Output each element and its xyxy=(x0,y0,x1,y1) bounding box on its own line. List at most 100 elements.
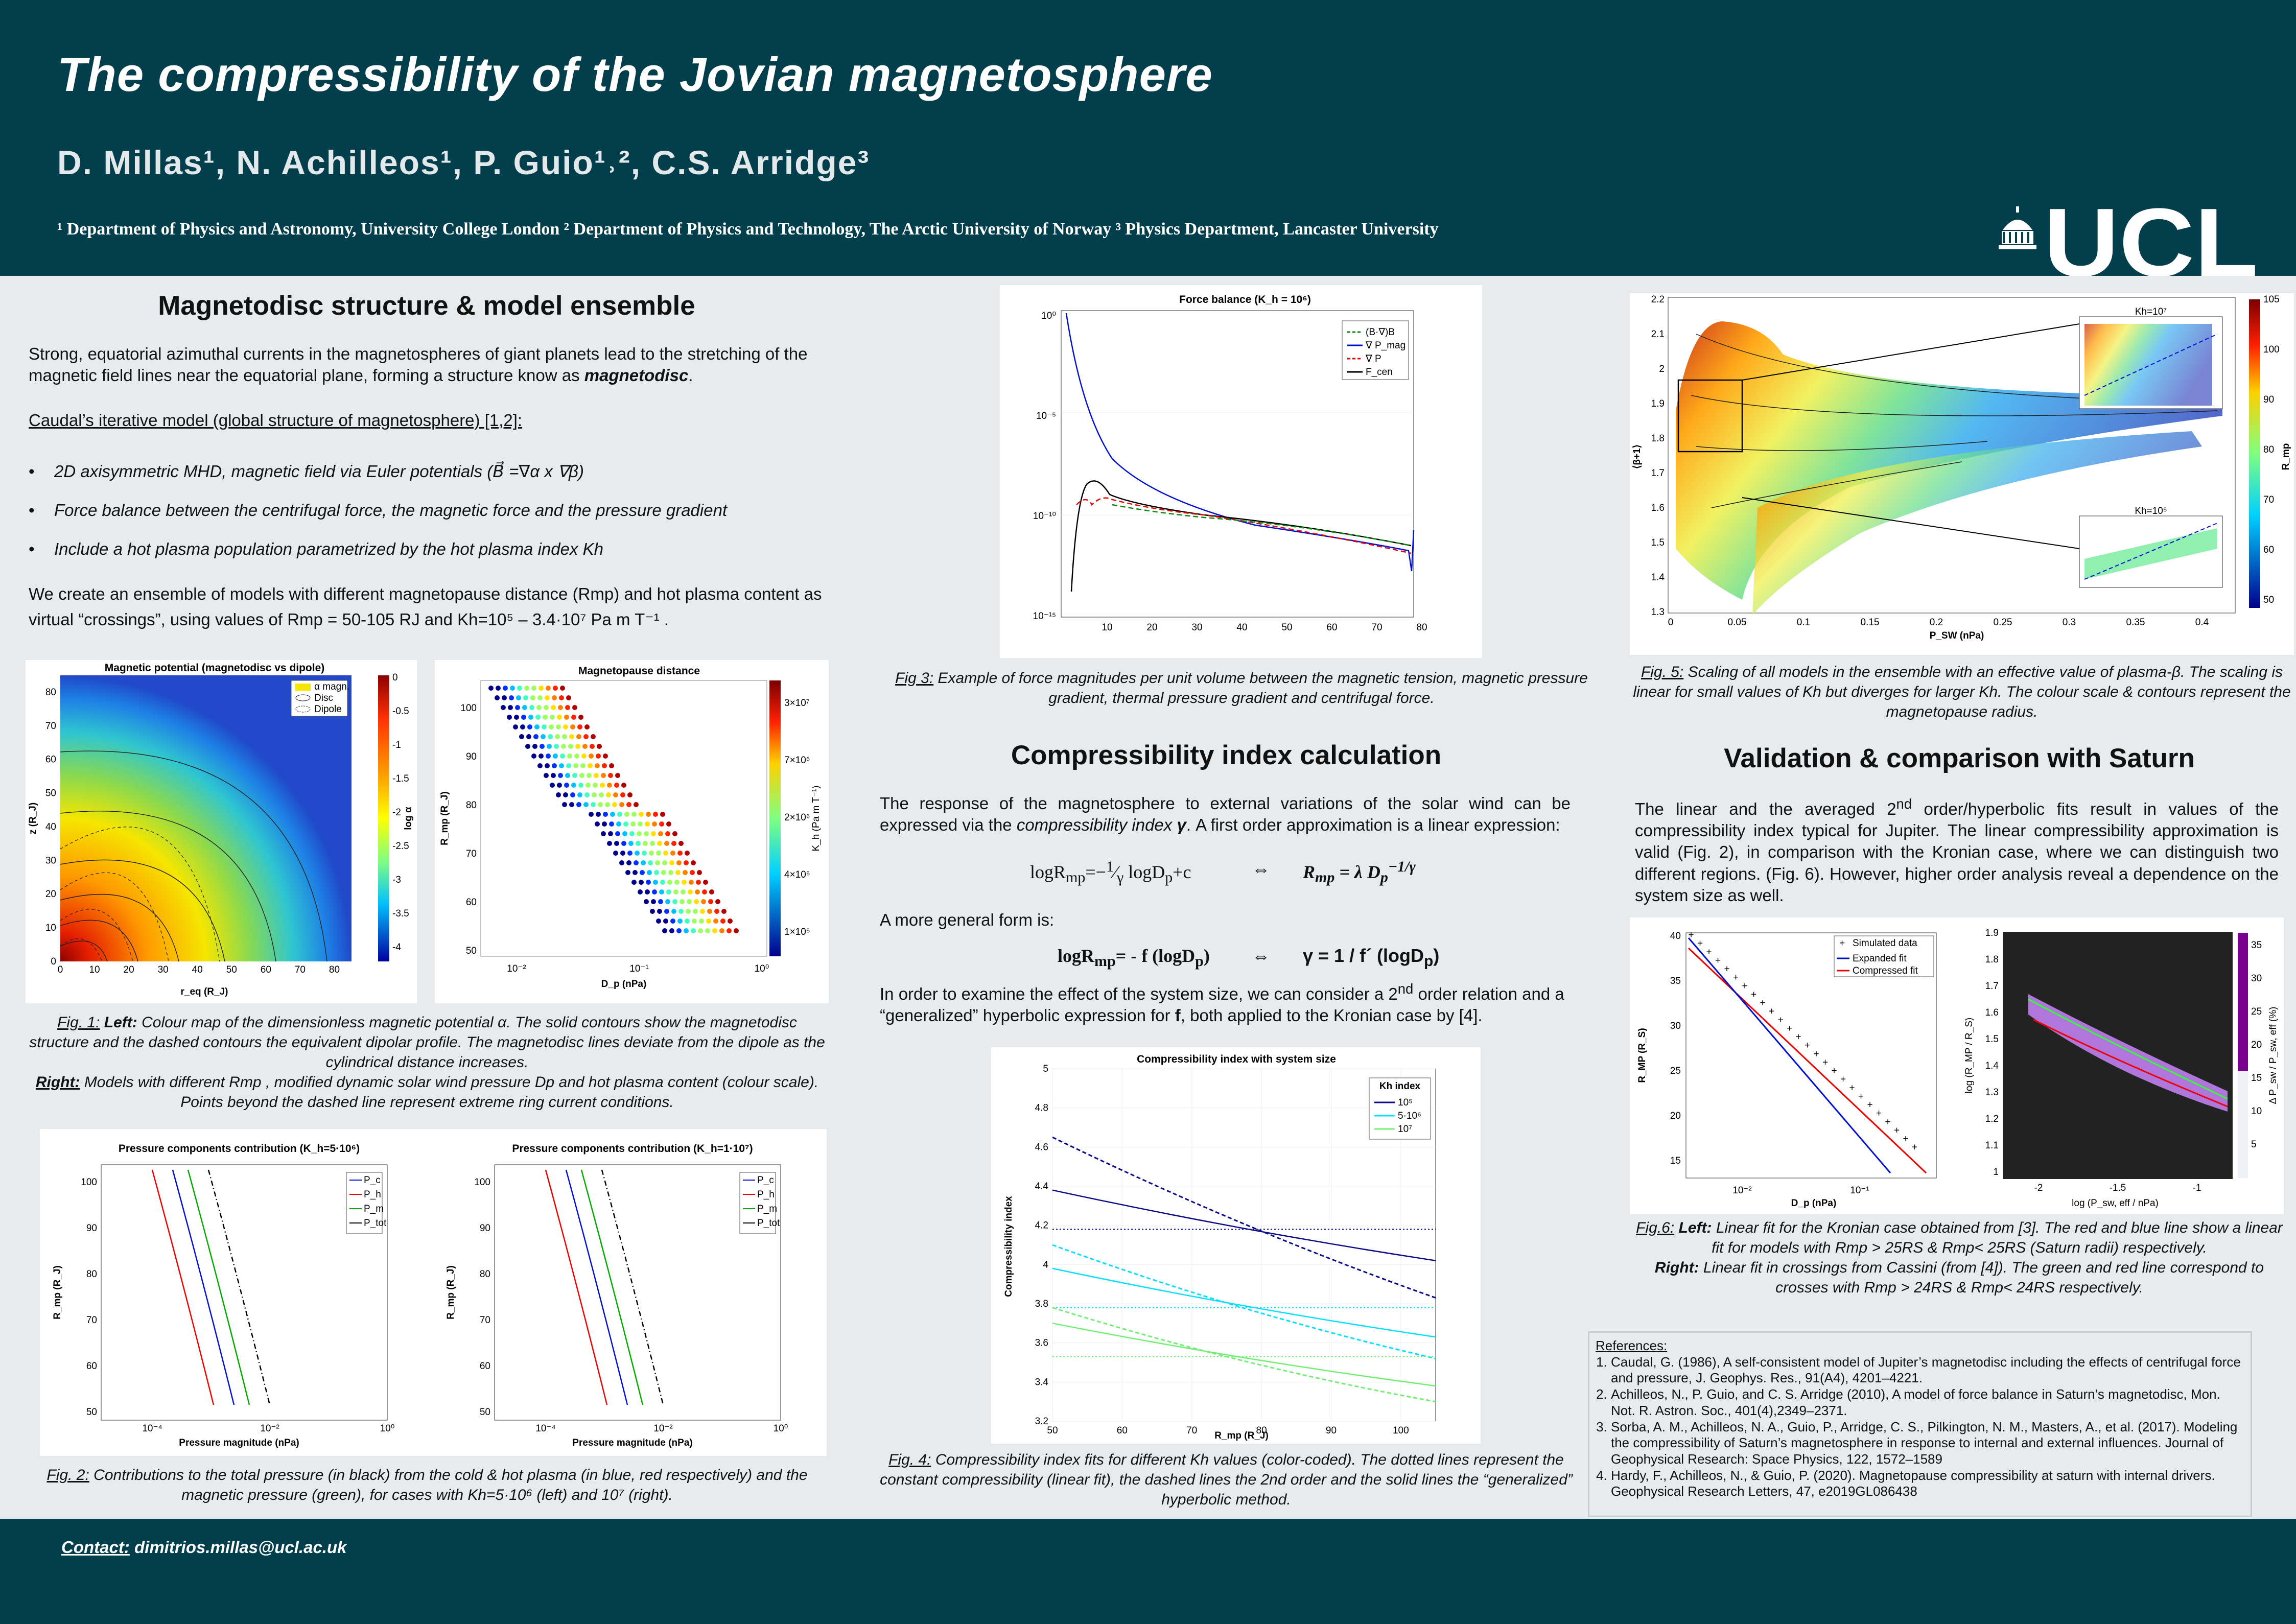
fig1b-point xyxy=(553,754,558,759)
fig1b-point xyxy=(642,851,647,856)
fig2b-title: Pressure components contribution (K_h=1·… xyxy=(512,1143,753,1155)
fig1b-ytick: 100 xyxy=(460,703,477,714)
fig1b-point xyxy=(543,715,548,720)
fig1b-point xyxy=(669,928,674,933)
fig5-ytick: 1.8 xyxy=(1651,433,1665,444)
fig6a-point: + xyxy=(1813,1049,1819,1060)
fig1b-point xyxy=(681,889,686,895)
fig1a-legend-alpha: α magn. xyxy=(314,681,349,692)
fig1b-point xyxy=(570,724,575,729)
fig1a-xtick: 80 xyxy=(329,964,340,975)
fig1b-point xyxy=(620,851,625,856)
fig4-ytick: 4.8 xyxy=(1035,1103,1048,1114)
fig1b-point xyxy=(570,792,575,797)
fig1b-point xyxy=(603,812,608,817)
fig1a-cbtick: -4 xyxy=(392,942,401,953)
fig1b-point xyxy=(609,821,614,827)
fig1b-point xyxy=(665,899,670,904)
fig1b-point xyxy=(566,695,571,700)
fig3-legend-pmag: ∇ P_mag xyxy=(1365,340,1405,351)
fig4-ytick: 4 xyxy=(1043,1259,1048,1270)
fig2b-ytick: 70 xyxy=(480,1315,490,1326)
reference-item: Hardy, F., Achilleos, N., & Guio, P. (20… xyxy=(1611,1468,2244,1500)
fig5-cbtick: 60 xyxy=(2263,545,2274,555)
fig3-legend-fcen: F_cen xyxy=(1366,367,1393,378)
fig1b-point xyxy=(562,802,567,807)
fig1b-ytick: 60 xyxy=(466,897,477,908)
fig3-xtick: 70 xyxy=(1371,622,1382,633)
fig5-cbtick: 105 xyxy=(2263,294,2280,305)
fig1a-cbtick: -2.5 xyxy=(392,841,409,852)
fig1b-point xyxy=(684,928,689,933)
section-heading-compressibility: Compressibility index calculation xyxy=(1011,740,1442,770)
fig2a-curve xyxy=(187,1169,250,1405)
fig3-force-balance: Force balance (K_h = 10⁶) (B·∇)B ∇ P_mag… xyxy=(1000,285,1482,658)
fig6b-cblabel: Δ P_sw / P_sw, eff (%) xyxy=(2268,1007,2279,1104)
poster-footer: Contact: dimitrios.millas@ucl.ac.uk xyxy=(0,1519,2296,1624)
fig1b-point xyxy=(639,880,644,885)
fig1b-point xyxy=(594,773,599,778)
fig1b-point xyxy=(693,909,698,914)
fig5-cblabel: R_mp xyxy=(2281,443,2291,470)
fig1b-point xyxy=(691,928,696,933)
fig1b-point xyxy=(645,889,650,895)
fig4-legend-title: Kh index xyxy=(1379,1081,1421,1092)
fig1b-point xyxy=(578,783,583,788)
fig6b-ytick: 1.3 xyxy=(1985,1087,1999,1098)
fig5-xtick: 0.1 xyxy=(1797,617,1810,628)
fig1b-point xyxy=(628,841,634,846)
fig1b-point xyxy=(514,715,519,720)
fig1b-point xyxy=(531,686,536,691)
fig1b-point xyxy=(607,783,612,788)
fig1a-cbtick: -3 xyxy=(392,875,401,885)
fig1b-point xyxy=(720,919,725,924)
fig4-title: Compressibility index with system size xyxy=(1137,1053,1336,1065)
fig1b-point xyxy=(695,889,700,895)
fig2a-curve xyxy=(151,1169,215,1405)
fig1b-point xyxy=(653,812,658,817)
fig4-hyperbolic-fit xyxy=(1052,1267,1436,1338)
general-form-label: A more general form is: xyxy=(880,910,1055,929)
fig1b-point xyxy=(550,783,555,788)
fig1b-point xyxy=(655,860,660,865)
fig1b-point xyxy=(709,889,714,895)
fig4-compressibility-index: Compressibility index with system size 5… xyxy=(991,1047,1481,1444)
reference-item: Sorba, A. M., Achilleos, N. A., Guio, P.… xyxy=(1611,1419,2244,1468)
fig4-legend-1e5: 10⁵ xyxy=(1398,1097,1413,1108)
fig1b-point xyxy=(677,851,683,856)
fig5-xtick: 0.4 xyxy=(2195,617,2209,628)
fig6a-point: + xyxy=(1760,998,1765,1008)
fig1b-point xyxy=(545,695,550,700)
fig1a-xtick: 40 xyxy=(192,964,203,975)
fig2a-legend-label: P_h xyxy=(364,1189,381,1200)
fig3-ytick: 10⁻¹⁰ xyxy=(1033,511,1056,522)
fig1b-point xyxy=(707,909,712,914)
fig1b-point xyxy=(665,831,670,836)
fig1b-point xyxy=(573,763,578,768)
fig3-ytick: 10⁻⁵ xyxy=(1036,411,1056,421)
fig1-caption: Fig. 1: Left: Colour map of the dimensio… xyxy=(29,1014,825,1111)
fig6b-xtick: -1.5 xyxy=(2110,1183,2126,1193)
fig1b-point xyxy=(625,870,630,875)
fig1b-point xyxy=(654,870,659,875)
fig1b-point xyxy=(635,851,640,856)
fig6b-ytick: 1.8 xyxy=(1985,954,1999,965)
fig1a-xtick: 10 xyxy=(89,964,100,975)
fig6a-point: + xyxy=(1912,1142,1917,1153)
references-list: Caudal, G. (1986), A self-consistent mod… xyxy=(1596,1354,2244,1500)
fig1b-point xyxy=(596,754,601,759)
fig1b-ytick: 70 xyxy=(466,849,477,859)
fig5-xtick: 0.15 xyxy=(1861,617,1880,628)
fig1b-point xyxy=(591,734,596,739)
fig6a-ylabel: R_MP (R_S) xyxy=(1637,1028,1648,1082)
fig4-second-order-fit xyxy=(1052,1244,1436,1359)
contact-email-link[interactable]: dimitrios.millas@ucl.ac.uk xyxy=(134,1538,347,1557)
fig1b-point xyxy=(634,860,639,865)
fig1b-point xyxy=(683,870,688,875)
fig1b-point xyxy=(614,783,619,788)
fig1b-point xyxy=(577,724,582,729)
fig5-cbtick: 50 xyxy=(2263,595,2274,605)
fig1a-cbtick: -1 xyxy=(392,740,401,750)
fig1b-point xyxy=(508,705,513,710)
fig1b-point xyxy=(675,870,681,875)
